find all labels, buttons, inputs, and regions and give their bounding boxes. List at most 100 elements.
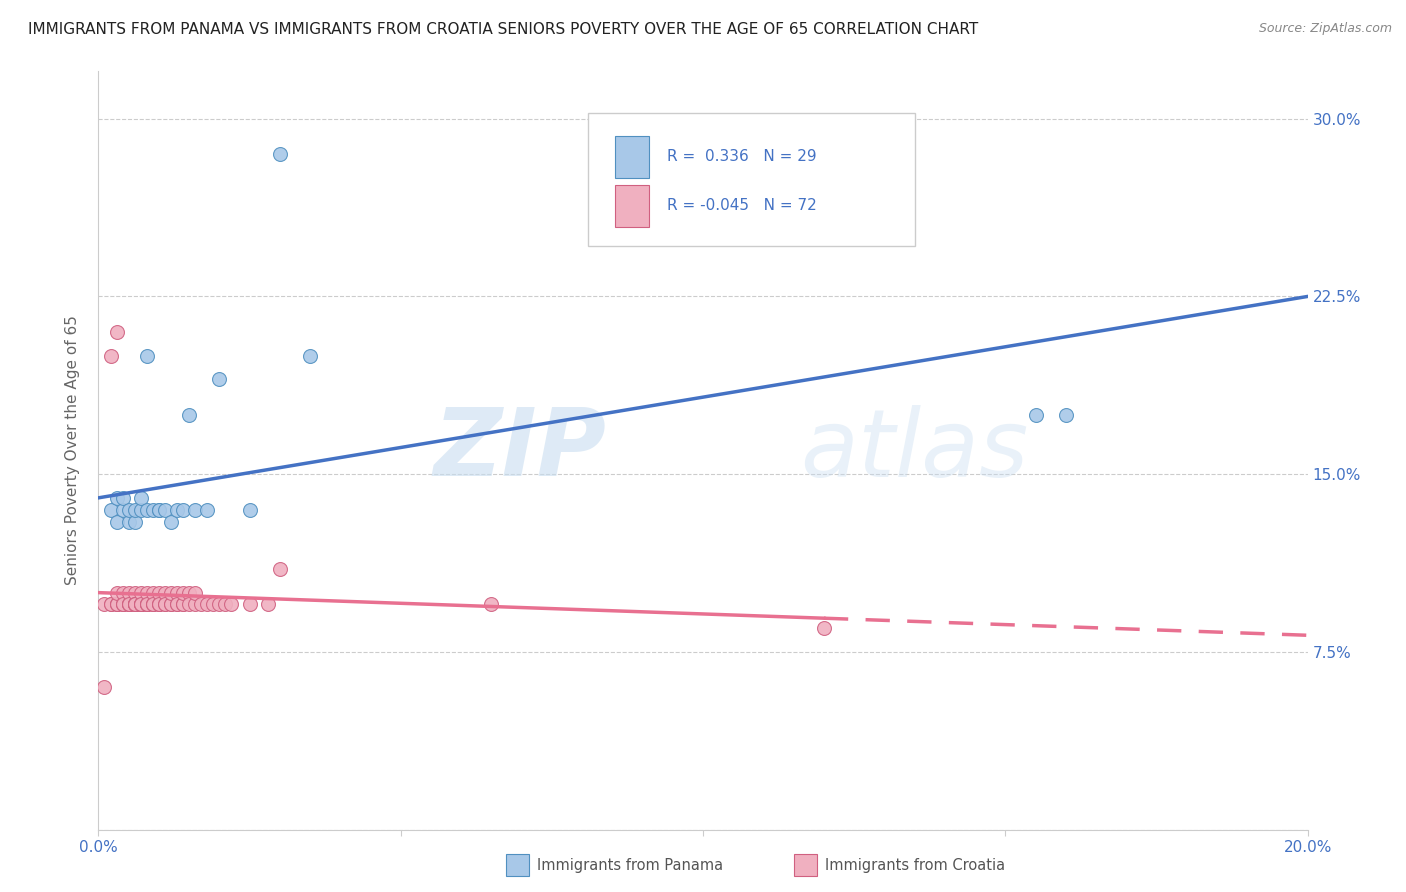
- Point: [135, 598, 157, 612]
- Point: [166, 598, 188, 612]
- Point: [129, 598, 152, 612]
- Point: [142, 598, 165, 612]
- Point: [118, 598, 141, 612]
- Point: [148, 598, 170, 612]
- Point: [105, 515, 128, 529]
- Point: [93, 598, 115, 612]
- Point: [118, 502, 141, 516]
- Point: [135, 598, 157, 612]
- Point: [124, 502, 146, 516]
- Point: [135, 598, 157, 612]
- Point: [124, 598, 146, 612]
- Point: [172, 598, 194, 612]
- Point: [118, 598, 141, 612]
- Point: [124, 598, 146, 612]
- Point: [160, 585, 183, 599]
- Point: [172, 585, 194, 599]
- Point: [129, 585, 152, 599]
- Point: [160, 598, 183, 612]
- Text: Immigrants from Panama: Immigrants from Panama: [537, 858, 723, 872]
- Point: [111, 598, 134, 612]
- Point: [172, 598, 194, 612]
- Point: [221, 598, 243, 612]
- Point: [100, 349, 122, 363]
- Text: ZIP: ZIP: [433, 404, 606, 497]
- Point: [813, 621, 835, 635]
- Point: [208, 372, 231, 386]
- Point: [135, 502, 157, 516]
- Point: [142, 598, 165, 612]
- Point: [190, 598, 212, 612]
- Point: [195, 502, 218, 516]
- Point: [129, 598, 152, 612]
- FancyBboxPatch shape: [614, 136, 648, 178]
- Point: [124, 598, 146, 612]
- Point: [153, 598, 176, 612]
- Point: [160, 515, 183, 529]
- Point: [124, 515, 146, 529]
- Point: [256, 598, 278, 612]
- Point: [118, 598, 141, 612]
- Point: [195, 598, 218, 612]
- Point: [269, 562, 291, 576]
- Point: [111, 598, 134, 612]
- Point: [111, 491, 134, 505]
- Point: [142, 585, 165, 599]
- Text: R = -0.045   N = 72: R = -0.045 N = 72: [666, 198, 817, 213]
- Point: [129, 502, 152, 516]
- Point: [148, 598, 170, 612]
- Point: [148, 585, 170, 599]
- Point: [239, 502, 262, 516]
- Point: [184, 598, 207, 612]
- Point: [208, 598, 231, 612]
- Point: [100, 598, 122, 612]
- Point: [105, 585, 128, 599]
- Point: [202, 598, 225, 612]
- Point: [118, 515, 141, 529]
- Point: [481, 598, 503, 612]
- Point: [111, 502, 134, 516]
- Point: [135, 585, 157, 599]
- Point: [111, 585, 134, 599]
- Point: [129, 491, 152, 505]
- Point: [179, 408, 201, 422]
- Point: [100, 502, 122, 516]
- Point: [148, 502, 170, 516]
- Point: [105, 598, 128, 612]
- Point: [124, 598, 146, 612]
- Point: [142, 502, 165, 516]
- Point: [135, 349, 157, 363]
- Point: [179, 585, 201, 599]
- Text: atlas: atlas: [800, 405, 1028, 496]
- FancyBboxPatch shape: [588, 113, 915, 245]
- Point: [299, 349, 322, 363]
- Point: [153, 585, 176, 599]
- Point: [166, 598, 188, 612]
- Point: [172, 502, 194, 516]
- Point: [105, 598, 128, 612]
- Point: [184, 502, 207, 516]
- Point: [111, 598, 134, 612]
- FancyBboxPatch shape: [614, 185, 648, 227]
- Point: [166, 585, 188, 599]
- Point: [160, 598, 183, 612]
- Point: [269, 147, 291, 161]
- Point: [124, 598, 146, 612]
- Text: IMMIGRANTS FROM PANAMA VS IMMIGRANTS FROM CROATIA SENIORS POVERTY OVER THE AGE O: IMMIGRANTS FROM PANAMA VS IMMIGRANTS FRO…: [28, 22, 979, 37]
- Point: [153, 502, 176, 516]
- Point: [93, 681, 115, 695]
- Point: [105, 491, 128, 505]
- Point: [148, 502, 170, 516]
- Point: [129, 598, 152, 612]
- Point: [118, 598, 141, 612]
- Point: [166, 502, 188, 516]
- Point: [184, 585, 207, 599]
- Y-axis label: Seniors Poverty Over the Age of 65: Seniors Poverty Over the Age of 65: [65, 316, 80, 585]
- Text: Source: ZipAtlas.com: Source: ZipAtlas.com: [1258, 22, 1392, 36]
- Point: [129, 598, 152, 612]
- Point: [239, 598, 262, 612]
- Point: [153, 598, 176, 612]
- Point: [124, 585, 146, 599]
- Point: [214, 598, 236, 612]
- Point: [1054, 408, 1077, 422]
